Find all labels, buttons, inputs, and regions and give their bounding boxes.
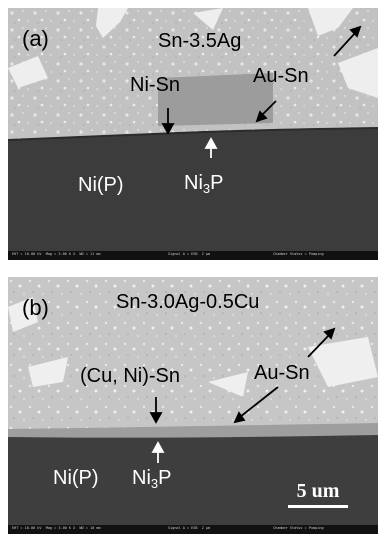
alloy-label-b: Sn-3.0Ag-0.5Cu [116, 291, 260, 313]
arrows-a [161, 25, 362, 135]
scale-bar: 5 um [288, 480, 348, 508]
au-sn-label-b: Au-Sn [254, 362, 310, 384]
sem-image-a [8, 8, 378, 251]
arrow-ni3p-a [204, 137, 218, 158]
imc-region [8, 423, 378, 439]
sem-image-b [8, 277, 378, 525]
imc-label-a: Ni-Sn [130, 74, 181, 96]
scale-bar-label: 5 um [296, 480, 340, 502]
imc-region [158, 73, 273, 126]
interface-line [8, 127, 378, 141]
au-sn-label-a: Au-Sn [253, 65, 309, 87]
alloy-label-a: Sn-3.5Ag [158, 30, 242, 52]
substrate-label-a: Ni(P) [78, 174, 124, 196]
ni3p-label-a: Ni3P [184, 172, 224, 196]
ni-p-layer [8, 128, 378, 251]
imc-label-b: (Cu, Ni)-Sn [80, 365, 181, 387]
micrograph-panel-b: (b) Sn-3.0Ag-0.5Cu (Cu, Ni)-Sn Au-Sn Ni(… [8, 277, 378, 534]
panel-label-b: (b) [22, 295, 49, 320]
sem-data-bar-a: EHT = 10.00 kV Mag = 3.00 K X WD = 11 mm… [8, 251, 378, 260]
micrograph-panel-a: (a) Sn-3.5Ag Ni-Sn Au-Sn Ni(P) Ni3P EHT … [8, 8, 378, 260]
arrow-ni3p-b [151, 441, 165, 463]
au-sn-platelets [8, 297, 378, 397]
panel-label-a: (a) [22, 26, 49, 51]
ni3p-label-b: Ni3P [132, 467, 172, 491]
scale-bar-line [288, 505, 348, 508]
sem-data-bar-b: EHT = 10.00 kV Mag = 3.00 K X WD = 10 mm… [8, 525, 378, 534]
substrate-label-b: Ni(P) [53, 467, 99, 489]
ni-p-layer [8, 435, 378, 525]
au-sn-platelets [8, 8, 378, 98]
arrows-b [149, 327, 336, 424]
